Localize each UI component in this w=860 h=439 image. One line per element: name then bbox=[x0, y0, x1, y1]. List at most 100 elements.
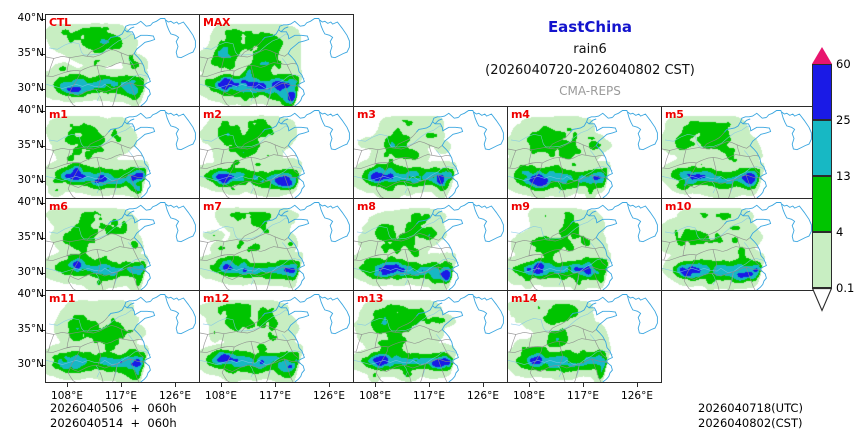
panel-label: MAX bbox=[203, 16, 231, 29]
y-axis-tick bbox=[40, 89, 45, 90]
y-axis-tick bbox=[40, 181, 45, 182]
y-axis-label: 40°N bbox=[17, 288, 44, 300]
panel-label: CTL bbox=[49, 16, 71, 29]
x-axis-label: 108°E bbox=[205, 390, 237, 402]
y-axis-label: 30°N bbox=[17, 358, 44, 370]
footer-valid-utc: 2026040718(UTC) bbox=[698, 401, 803, 415]
map-geography bbox=[46, 294, 196, 382]
precipitation-field bbox=[46, 199, 199, 290]
panel-label: m5 bbox=[665, 108, 684, 121]
x-axis-tick bbox=[121, 382, 122, 387]
map-geography bbox=[354, 110, 504, 198]
map-geography bbox=[508, 294, 658, 382]
colorbar-tick-label: 25 bbox=[836, 113, 851, 127]
map-geography bbox=[200, 110, 350, 198]
footer-valid-cst: 2026040802(CST) bbox=[698, 416, 803, 430]
x-axis-label: 108°E bbox=[359, 390, 391, 402]
x-axis-tick bbox=[275, 382, 276, 387]
x-axis-tick bbox=[483, 382, 484, 387]
panel-label: m2 bbox=[203, 108, 222, 121]
map-panel-m9: m9 bbox=[507, 198, 662, 291]
x-axis-label: 126°E bbox=[159, 390, 191, 402]
precipitation-field bbox=[46, 107, 199, 198]
y-axis-label: 30°N bbox=[17, 266, 44, 278]
x-axis-tick bbox=[429, 382, 430, 387]
precipitation-field bbox=[200, 107, 353, 198]
colorbar-band-2 bbox=[812, 176, 832, 232]
y-axis-tick bbox=[40, 146, 45, 147]
map-panel-m14: m14 bbox=[507, 290, 662, 383]
precipitation-field bbox=[354, 107, 507, 198]
colorbar-band-3 bbox=[812, 232, 832, 288]
y-axis-tick bbox=[40, 203, 45, 204]
colorbar-band-1 bbox=[812, 120, 832, 176]
panel-label: m7 bbox=[203, 200, 222, 213]
footer-init-line1: 2026040506 + 060h bbox=[50, 401, 177, 415]
map-geography bbox=[508, 110, 658, 198]
panel-label: m14 bbox=[511, 292, 538, 305]
map-geography bbox=[354, 294, 504, 382]
map-panel-m5: m5 bbox=[661, 106, 816, 199]
map-panel-m2: m2 bbox=[199, 106, 354, 199]
map-geography bbox=[662, 110, 812, 198]
y-axis-tick bbox=[40, 295, 45, 296]
precipitation-field bbox=[200, 199, 353, 290]
map-panel-m1: m1 bbox=[45, 106, 200, 199]
x-axis-tick bbox=[67, 382, 68, 387]
variable-label: rain6 bbox=[573, 42, 607, 57]
panel-label: m1 bbox=[49, 108, 68, 121]
y-axis-tick bbox=[40, 54, 45, 55]
map-panel-m12: m12 bbox=[199, 290, 354, 383]
period-label: (2026040720-2026040802 CST) bbox=[485, 63, 695, 78]
map-geography bbox=[46, 18, 196, 106]
y-axis-label: 30°N bbox=[17, 82, 44, 94]
panel-label: m3 bbox=[357, 108, 376, 121]
x-axis-tick bbox=[175, 382, 176, 387]
precipitation-field bbox=[508, 199, 661, 290]
map-panel-m4: m4 bbox=[507, 106, 662, 199]
footer-init-line2: 2026040514 + 060h bbox=[50, 416, 177, 430]
panel-label: m13 bbox=[357, 292, 384, 305]
panel-label: m11 bbox=[49, 292, 76, 305]
colorbar-tick-label: 60 bbox=[836, 57, 851, 71]
map-panel-m6: m6 bbox=[45, 198, 200, 291]
y-axis-label: 40°N bbox=[17, 12, 44, 24]
y-axis-tick bbox=[40, 238, 45, 239]
map-panel-m11: m11 bbox=[45, 290, 200, 383]
colorbar-tick-label: 4 bbox=[836, 225, 844, 239]
y-axis-label: 40°N bbox=[17, 196, 44, 208]
precipitation-field bbox=[46, 15, 199, 106]
panel-label: m12 bbox=[203, 292, 230, 305]
precipitation-field bbox=[46, 291, 199, 382]
map-geography bbox=[46, 202, 196, 290]
map-panel-m8: m8 bbox=[353, 198, 508, 291]
panel-label: m4 bbox=[511, 108, 530, 121]
x-axis-tick bbox=[375, 382, 376, 387]
y-axis-label: 35°N bbox=[17, 139, 44, 151]
x-axis-label: 117°E bbox=[413, 390, 445, 402]
precipitation-field bbox=[508, 291, 661, 382]
precipitation-field bbox=[354, 291, 507, 382]
x-axis-tick bbox=[637, 382, 638, 387]
precipitation-field bbox=[508, 107, 661, 198]
map-geography bbox=[46, 110, 196, 198]
colorbar-under-arrow-outline bbox=[812, 288, 832, 312]
y-axis-tick bbox=[40, 273, 45, 274]
x-axis-label: 117°E bbox=[567, 390, 599, 402]
map-geography bbox=[354, 202, 504, 290]
panel-label: m10 bbox=[665, 200, 692, 213]
x-axis-label: 126°E bbox=[621, 390, 653, 402]
x-axis-label: 126°E bbox=[313, 390, 345, 402]
precipitation-field bbox=[200, 291, 353, 382]
y-axis-label: 30°N bbox=[17, 174, 44, 186]
map-geography bbox=[200, 18, 350, 106]
x-axis-label: 117°E bbox=[259, 390, 291, 402]
y-axis-label: 35°N bbox=[17, 231, 44, 243]
map-geography bbox=[508, 202, 658, 290]
map-panel-m10: m10 bbox=[661, 198, 816, 291]
y-axis-tick bbox=[40, 19, 45, 20]
x-axis-label: 117°E bbox=[105, 390, 137, 402]
panel-label: m8 bbox=[357, 200, 376, 213]
colorbar-over-arrow bbox=[812, 47, 832, 64]
